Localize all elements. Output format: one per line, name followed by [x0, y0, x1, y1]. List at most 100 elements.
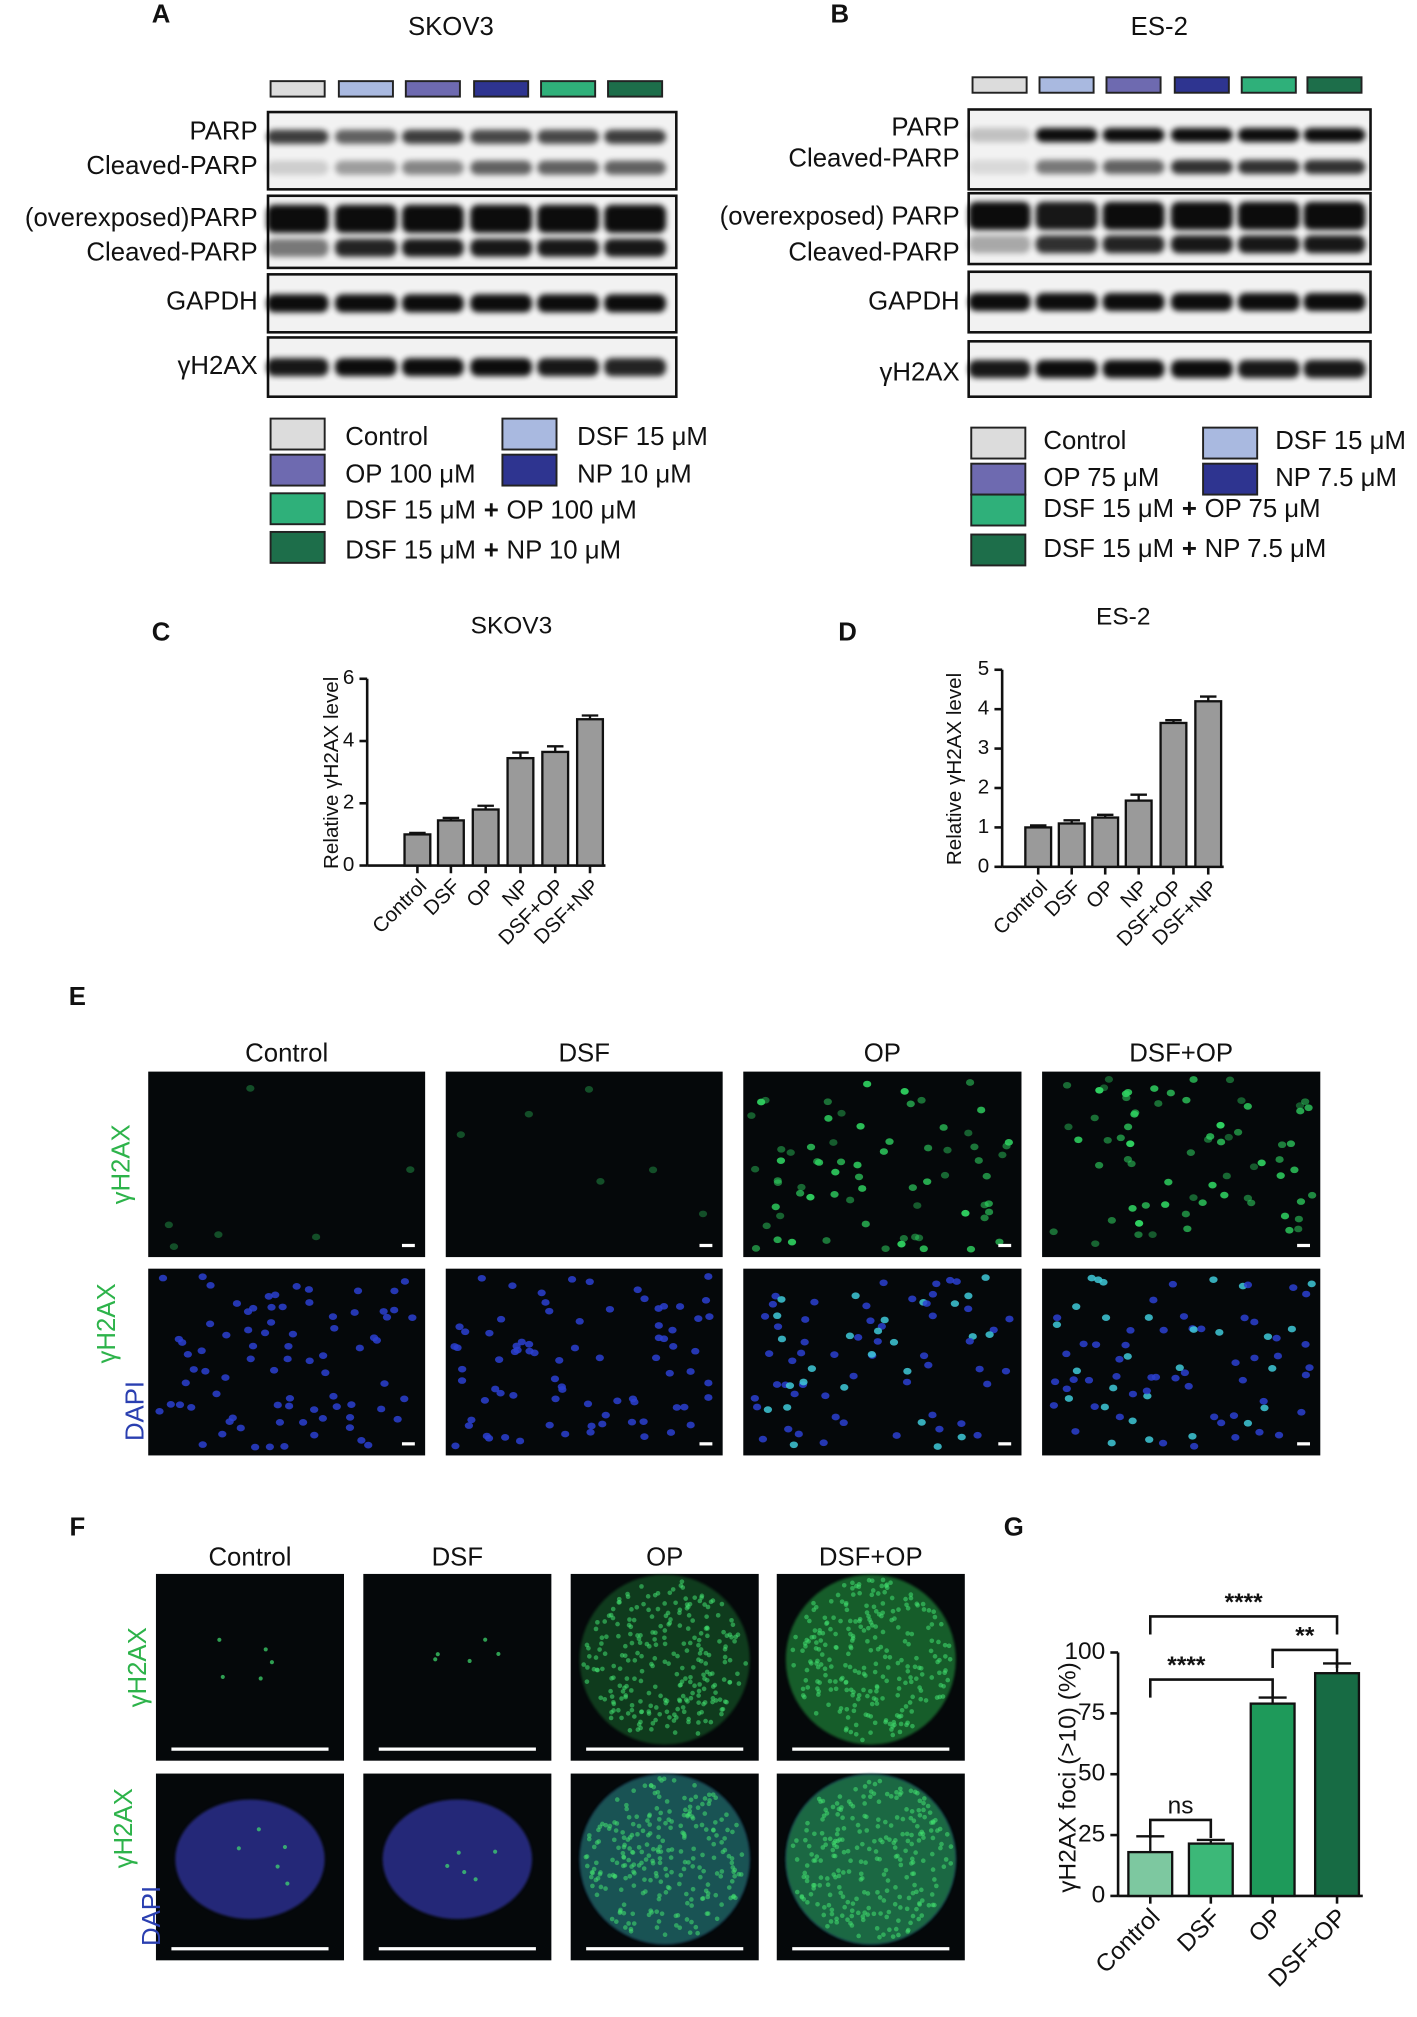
focus: [713, 1690, 718, 1695]
significance-bracket: [1148, 1615, 1339, 1635]
focus: [705, 1882, 711, 1887]
focus: [880, 1696, 885, 1701]
focus: [724, 1633, 730, 1639]
focus: [695, 1930, 700, 1936]
nucleus: [846, 1196, 855, 1204]
focus: [702, 1700, 708, 1705]
focus: [625, 1711, 631, 1716]
focus: [674, 1671, 680, 1677]
focus: [945, 1677, 951, 1683]
focus: [868, 1688, 873, 1694]
nucleus: [873, 1327, 883, 1335]
nucleus: [198, 1441, 207, 1448]
focus: [876, 1817, 881, 1822]
nucleus: [1095, 1161, 1104, 1169]
nucleus: [183, 1350, 192, 1358]
nucleus: [831, 1168, 840, 1176]
nucleus: [966, 1245, 976, 1253]
nucleus: [1263, 1333, 1273, 1341]
focus: [685, 1626, 691, 1631]
focus: [893, 1926, 899, 1932]
focus: [916, 1916, 922, 1922]
legend-label-part: +: [1182, 535, 1197, 563]
focus: [653, 1630, 658, 1636]
focus: [462, 1870, 467, 1875]
nucleus: [232, 1300, 242, 1307]
focus: [869, 1592, 875, 1598]
blot-band: [1102, 359, 1165, 379]
y-tick-label: 75: [1078, 1699, 1105, 1726]
focus: [616, 1633, 621, 1639]
nucleus: [1131, 1109, 1140, 1117]
nucleus: [1087, 1274, 1096, 1282]
focus: [880, 1577, 886, 1583]
focus: [883, 1583, 889, 1589]
focus: [649, 1661, 654, 1667]
focus: [671, 1778, 677, 1783]
nucleus: [1243, 1102, 1252, 1110]
y-tick-label: 50: [1078, 1760, 1105, 1787]
micrograph: [363, 1573, 552, 1761]
focus: [897, 1786, 903, 1792]
nucleus: [1115, 1355, 1124, 1363]
nucleus: [1049, 1402, 1059, 1409]
focus: [648, 1877, 653, 1883]
row-label: DAPI: [121, 1381, 149, 1441]
focus: [617, 1910, 623, 1916]
column-title: OP: [646, 1543, 683, 1571]
focus: [791, 1662, 796, 1668]
focus: [708, 1719, 714, 1725]
x-tick-label: Control: [1091, 1904, 1166, 1979]
bar: [1057, 822, 1086, 868]
nucleus-signal: [785, 1574, 956, 1745]
focus: [926, 1625, 931, 1631]
nucleus: [821, 1392, 830, 1400]
blot-band: [401, 294, 464, 313]
focus: [702, 1811, 708, 1816]
legend-swatch: [269, 530, 326, 564]
blot-band: [537, 129, 600, 144]
legend-swatch: [269, 453, 326, 487]
focus: [897, 1894, 903, 1900]
focus: [840, 1815, 845, 1821]
bar: [1124, 799, 1153, 868]
focus: [663, 1700, 669, 1706]
focus: [861, 1671, 867, 1677]
focus: [683, 1676, 688, 1681]
focus: [848, 1687, 854, 1693]
focus: [684, 1648, 690, 1653]
nucleus: [837, 1109, 846, 1117]
error-bar: [1196, 1838, 1225, 1844]
nucleus: [1181, 1210, 1190, 1218]
focus: [805, 1685, 811, 1690]
nucleus: [321, 1369, 330, 1377]
focus: [875, 1591, 881, 1596]
focus: [866, 1779, 872, 1785]
focus: [638, 1699, 643, 1704]
nucleus: [1302, 1290, 1311, 1298]
nucleus: [267, 1303, 276, 1311]
focus: [220, 1674, 225, 1679]
focus: [593, 1626, 599, 1632]
focus: [812, 1831, 817, 1837]
focus: [917, 1798, 923, 1804]
blot-band: [1170, 359, 1233, 379]
nucleus: [771, 1203, 780, 1211]
focus: [586, 1836, 592, 1842]
lane-color-box: [1306, 76, 1363, 94]
nucleus: [965, 1337, 974, 1345]
legend-swatch: [970, 426, 1027, 460]
nucleus: [973, 1431, 982, 1439]
focus: [619, 1715, 624, 1721]
nucleus: [831, 1413, 840, 1421]
nucleus: [964, 1292, 973, 1300]
focus: [620, 1863, 626, 1869]
nucleus: [305, 1299, 314, 1306]
focus: [639, 1668, 645, 1674]
nucleus: [1255, 1428, 1264, 1436]
focus: [862, 1784, 868, 1789]
focus: [806, 1843, 812, 1849]
nucleus: [914, 1234, 924, 1242]
focus: [857, 1616, 863, 1622]
focus: [939, 1841, 944, 1847]
